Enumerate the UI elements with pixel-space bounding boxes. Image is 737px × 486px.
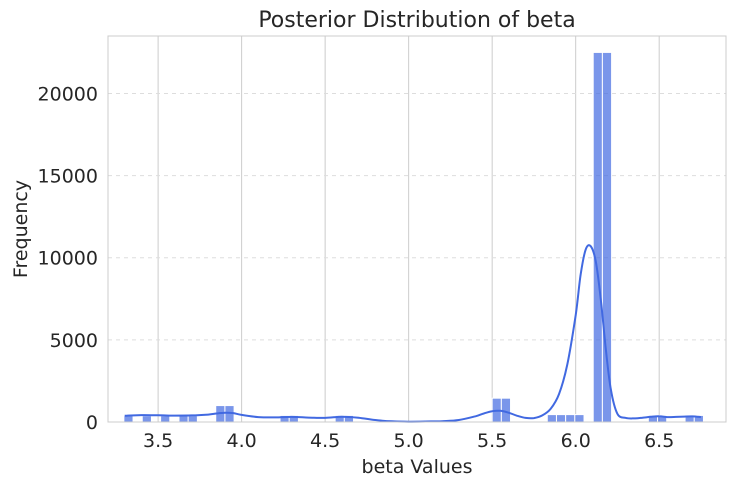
- histogram-bar: [141, 415, 152, 423]
- x-tick-label: 4.5: [310, 430, 340, 452]
- y-axis-label: Frequency: [10, 180, 32, 278]
- y-tick-label: 20000: [38, 83, 98, 105]
- x-tick-labels: 3.5 4.0 4.5 5.0 5.5 6.0 6.5: [143, 430, 674, 452]
- grid: [108, 36, 726, 422]
- histogram-bar: [574, 414, 585, 423]
- plot-frame: [107, 35, 727, 423]
- kde-curve: [124, 244, 701, 423]
- histogram-bar: [592, 51, 603, 423]
- x-tick-label: 6.0: [561, 430, 591, 452]
- y-tick-label: 5000: [50, 330, 98, 352]
- x-tick-label: 4.0: [227, 430, 257, 452]
- x-tick-label: 5.0: [394, 430, 424, 452]
- chart-title: Posterior Distribution of beta: [258, 8, 575, 33]
- histogram-bars: [123, 51, 704, 423]
- y-tick-label: 0: [86, 412, 98, 434]
- x-axis-label: beta Values: [362, 456, 473, 478]
- y-tick-label: 15000: [38, 166, 98, 188]
- histogram-bar: [546, 414, 557, 423]
- x-tick-label: 5.5: [477, 430, 507, 452]
- histogram-bar: [160, 415, 171, 423]
- x-tick-label: 6.5: [644, 430, 674, 452]
- histogram-bar: [500, 397, 512, 423]
- y-tick-labels: 0 5000 10000 15000 20000: [38, 83, 98, 434]
- histogram-bar: [565, 414, 576, 423]
- histogram-bar: [178, 415, 189, 423]
- y-tick-label: 10000: [38, 248, 98, 270]
- histogram-bar: [555, 414, 567, 423]
- histogram-bar: [187, 415, 198, 423]
- x-tick-label: 3.5: [143, 430, 173, 452]
